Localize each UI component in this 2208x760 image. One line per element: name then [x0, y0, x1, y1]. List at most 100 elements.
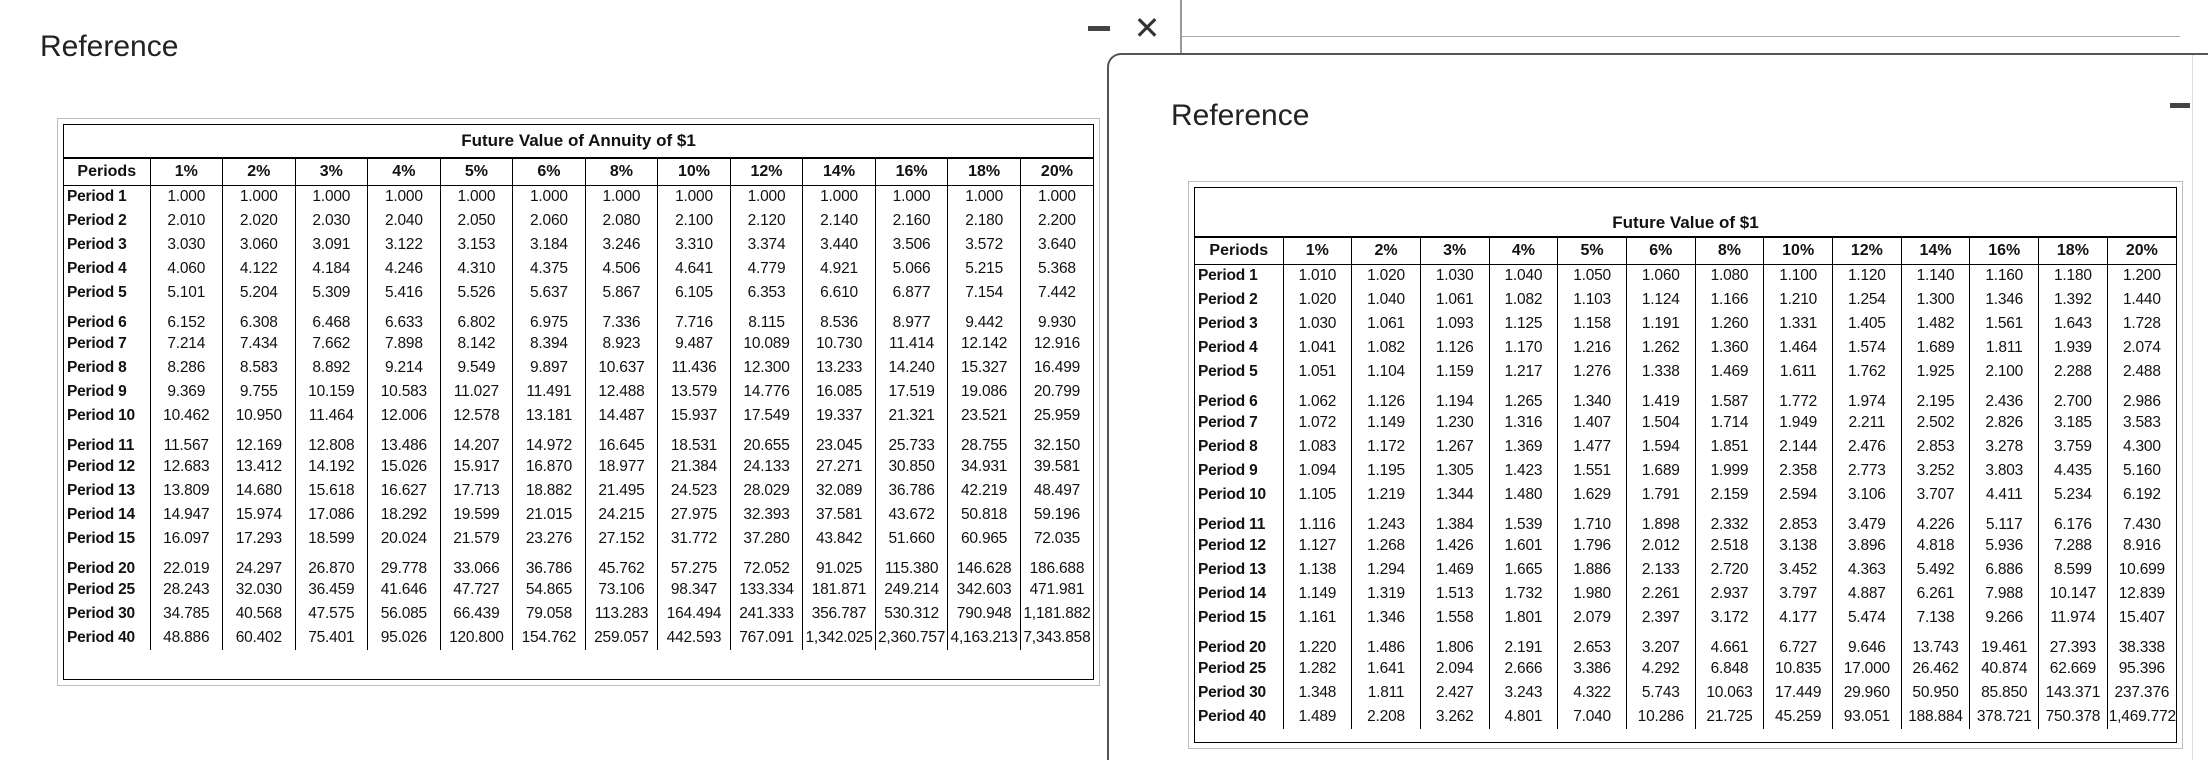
rate-header: 20% — [1019, 159, 1093, 186]
table-cell: 36.459 — [294, 578, 368, 602]
periods-header: Periods — [1195, 238, 1283, 265]
table-cell: 1.082 — [1351, 336, 1421, 360]
table-cell: 24.133 — [729, 455, 803, 479]
table-cell: 50.818 — [947, 503, 1021, 527]
table-cell: 11.974 — [2038, 606, 2108, 630]
table-row: Period 30 1.348 1.811 2.427 3.243 4.322 5.743 1… — [1195, 681, 2176, 705]
table-cell: 342.603 — [947, 578, 1021, 602]
table-cell: 3.640 — [1019, 233, 1093, 257]
period-label: Period 2 — [67, 212, 127, 229]
table-row: Period 20 1.220 1.486 1.806 2.191 2.653 3.207 4… — [1195, 630, 2176, 657]
period-label: Period 20 — [67, 560, 135, 577]
close-button[interactable]: ✕ — [1130, 8, 1164, 48]
table-cell: 2.140 — [802, 209, 876, 233]
table-cell: 1.925 — [1900, 360, 1970, 384]
table-cell: 3.797 — [1763, 582, 1833, 606]
table-cell: 1.000 — [1019, 185, 1093, 209]
rate-header: 1% — [1282, 238, 1352, 265]
table-row: Period 15 16.097 17.293 18.599 20.024 21.579 2… — [64, 527, 1093, 551]
table-cell: 50.950 — [1900, 681, 1970, 705]
minimize-button[interactable] — [1082, 8, 1116, 48]
table-cell: 378.721 — [1969, 705, 2039, 729]
table-cell: 60.965 — [947, 527, 1021, 551]
table-cell: 2.195 — [1900, 384, 1970, 411]
table-cell: 22.019 — [149, 551, 223, 578]
table-cell: 4.887 — [1832, 582, 1902, 606]
table-cell: 1.230 — [1419, 411, 1490, 435]
table-cell: 4,163.213 — [947, 626, 1021, 650]
period-label: Period 14 — [1198, 585, 1266, 602]
table-cell: 15.026 — [367, 455, 441, 479]
table-cell: 6.353 — [729, 281, 803, 305]
table-cell: 3.583 — [2106, 411, 2176, 435]
table-cell: 154.762 — [512, 626, 586, 650]
window-title: Reference — [1171, 99, 1310, 132]
table-cell: 27.271 — [802, 455, 876, 479]
table-cell: 1.080 — [1694, 264, 1764, 288]
table-cell: 10.637 — [584, 356, 658, 380]
table-cell: 8.394 — [512, 332, 586, 356]
table-cell: 1.886 — [1557, 558, 1627, 582]
table-cell: 73.106 — [584, 578, 658, 602]
rate-header: 2% — [222, 159, 296, 186]
table-cell: 249.214 — [874, 578, 948, 602]
table-cell: 32.030 — [222, 578, 296, 602]
rate-header: 1% — [149, 159, 223, 186]
table-cell: 2.594 — [1763, 483, 1833, 507]
table-row: Period 8 8.286 8.583 8.892 9.214 9.549 9.897 10… — [64, 356, 1093, 380]
table-cell: 79.058 — [512, 602, 586, 626]
period-label: Period 8 — [67, 359, 127, 376]
table-cell: 14.240 — [874, 356, 948, 380]
table-cell: 1.140 — [1900, 264, 1970, 288]
table-cell: 1.282 — [1282, 657, 1352, 681]
table-cell: 1.072 — [1282, 411, 1352, 435]
table-cell: 1.105 — [1282, 483, 1352, 507]
table-cell: 1.020 — [1351, 264, 1421, 288]
table-cell: 3.185 — [2038, 411, 2108, 435]
period-label: Period 13 — [67, 482, 135, 499]
table-cell: 1.050 — [1557, 264, 1627, 288]
table-cell: 17.086 — [294, 503, 368, 527]
table-cell: 12.808 — [294, 428, 368, 455]
scrollbar[interactable] — [2192, 55, 2208, 760]
period-label: Period 30 — [1198, 684, 1266, 701]
table-cell: 26.870 — [294, 551, 368, 578]
table-cell: 143.371 — [2038, 681, 2108, 705]
table-cell: 5.743 — [1625, 681, 1696, 705]
table-cell: 1.980 — [1557, 582, 1627, 606]
minimize-button[interactable] — [2163, 93, 2197, 117]
period-label: Period 4 — [1198, 339, 1258, 356]
table-cell: 1.040 — [1488, 264, 1558, 288]
table-cell: 1.000 — [802, 185, 876, 209]
table-cell: 1.801 — [1488, 606, 1558, 630]
table-cell: 10.730 — [802, 332, 876, 356]
table-cell: 1.405 — [1832, 312, 1902, 336]
table-cell: 24.523 — [657, 479, 731, 503]
table-row: Period 9 9.369 9.755 10.159 10.583 11.027 11.4… — [64, 380, 1093, 404]
table-row: Period 7 1.072 1.149 1.230 1.316 1.407 1.504 1.… — [1195, 411, 2176, 435]
table-cell: 1.641 — [1351, 657, 1421, 681]
table-cell: 28.755 — [947, 428, 1021, 455]
table-row: Period 3 3.030 3.060 3.091 3.122 3.153 3.184 3.… — [64, 233, 1093, 257]
table-cell: 12.683 — [149, 455, 223, 479]
table-cell: 2.853 — [1763, 507, 1833, 534]
table-cell: 2.080 — [584, 209, 658, 233]
table-cell: 2.094 — [1419, 657, 1490, 681]
table-cell: 1.125 — [1488, 312, 1558, 336]
table-cell: 24.297 — [222, 551, 296, 578]
table-cell: 36.786 — [512, 551, 586, 578]
table-cell: 8.916 — [2106, 534, 2176, 558]
period-label: Period 25 — [67, 581, 135, 598]
rate-header: 3% — [294, 159, 368, 186]
table-cell: 6.975 — [512, 305, 586, 332]
table-cell: 1.316 — [1488, 411, 1558, 435]
table-cell: 3.153 — [439, 233, 513, 257]
period-label: Period 12 — [1198, 537, 1266, 554]
table-cell: 1.340 — [1557, 384, 1627, 411]
table-cell: 1.489 — [1282, 705, 1352, 729]
table-cell: 1,342.025 — [802, 626, 876, 650]
table-cell: 1.811 — [1351, 681, 1421, 705]
table-cell: 1.194 — [1419, 384, 1490, 411]
table-cell: 18.292 — [367, 503, 441, 527]
table-cell: 1.124 — [1625, 288, 1696, 312]
